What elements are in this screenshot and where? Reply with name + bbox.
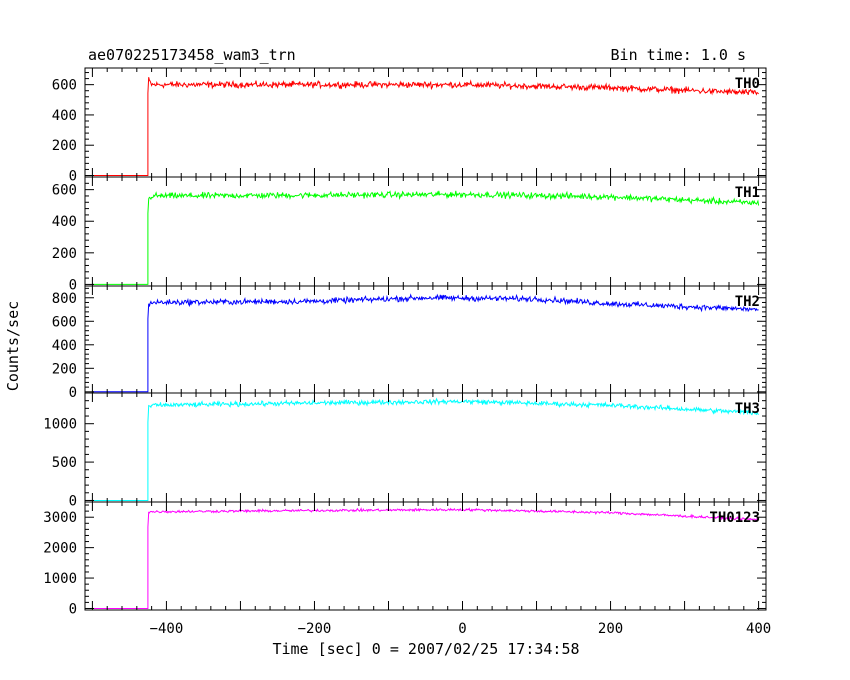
y-tick-label: 600 <box>52 183 77 199</box>
chart-title: ae070225173458_wam3_trn <box>88 46 296 64</box>
y-tick-label: 600 <box>52 314 77 330</box>
y-axis-label: Counts/sec <box>4 301 22 391</box>
panel-th3: 0 500 1000 TH3 <box>43 392 767 509</box>
x-tick-label: −200 <box>298 621 332 637</box>
y-tick-label: 200 <box>52 138 77 154</box>
panel-label-th2: TH2 <box>735 294 760 310</box>
y-tick-label: 400 <box>52 108 77 124</box>
series-line-th0123 <box>92 507 759 609</box>
panel-frame <box>84 501 767 611</box>
x-tick-label: 0 <box>458 621 466 637</box>
panel-label-th0: TH0 <box>735 76 760 92</box>
y-tick-label: 400 <box>52 214 77 230</box>
panel-label-th0123: TH0123 <box>709 510 760 526</box>
x-axis-label: Time [sec] 0 = 2007/02/25 17:34:58 <box>272 640 579 658</box>
x-tick-label: 400 <box>746 621 771 637</box>
series-line-th0 <box>92 77 759 176</box>
y-tick-label: 800 <box>52 291 77 307</box>
y-tick-label: 0 <box>69 277 77 293</box>
y-tick-label: 200 <box>52 361 77 377</box>
panel-label-th3: TH3 <box>735 401 760 417</box>
y-tick-label: 500 <box>52 455 77 471</box>
y-tick-label: 2000 <box>43 541 77 557</box>
bin-time-label: Bin time: 1.0 s <box>611 46 746 64</box>
panel-th0123: 0 1000 2000 3000 TH0123 <box>43 501 767 617</box>
y-tick-label: 1000 <box>43 571 77 587</box>
panel-th1: 0 200 400 600 TH1 <box>52 176 767 293</box>
panels-group: 0 200 400 600 TH0 0 200 400 600 TH1 0 200 400 600 800 T… <box>43 67 771 637</box>
series-line-th3 <box>92 397 759 501</box>
panel-th2: 0 200 400 600 800 TH2 <box>52 285 767 401</box>
x-tick-label: −400 <box>150 621 184 637</box>
series-line-th1 <box>92 190 760 285</box>
y-tick-label: 0 <box>69 385 77 401</box>
panel-frame <box>84 392 767 503</box>
panel-th0: 0 200 400 600 TH0 <box>52 67 767 184</box>
y-tick-label: 3000 <box>43 510 77 526</box>
y-tick-label: 1000 <box>43 417 77 433</box>
y-tick-label: 200 <box>52 246 77 262</box>
y-tick-label: 0 <box>69 601 77 617</box>
y-tick-label: 0 <box>69 168 77 184</box>
x-tick-label: 200 <box>598 621 623 637</box>
panel-label-th1: TH1 <box>735 185 760 201</box>
series-line-th2 <box>92 293 759 393</box>
y-tick-label: 600 <box>52 78 77 94</box>
y-tick-label: 400 <box>52 338 77 354</box>
y-tick-label: 0 <box>69 493 77 509</box>
